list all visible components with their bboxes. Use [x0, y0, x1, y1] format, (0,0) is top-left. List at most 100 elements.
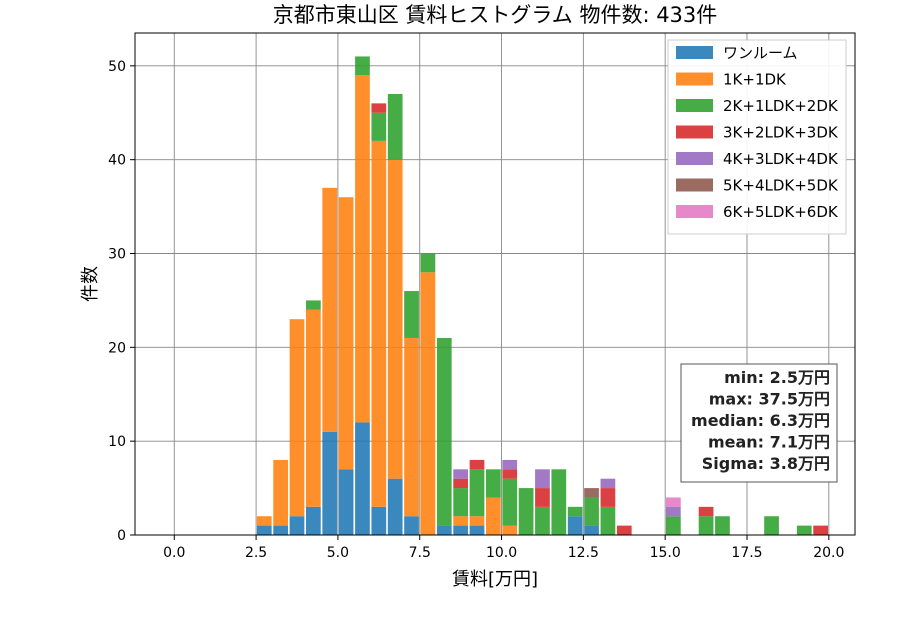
bar-3-17 [535, 488, 550, 507]
bar-6-23 [666, 497, 681, 507]
bar-2-21 [600, 506, 616, 535]
bar-2-16 [518, 488, 534, 535]
bar-1-2 [289, 319, 305, 517]
stats-box-frame [680, 363, 838, 483]
bar-1-15 [502, 525, 518, 535]
legend-label-3: 3K+2LDK+3DK [723, 124, 839, 142]
bar-2-19 [567, 506, 583, 517]
bar-0-9 [404, 516, 419, 535]
legend-swatch-0 [676, 46, 713, 59]
stats-line-1: max: 37.5万円 [709, 390, 830, 409]
bar-2-9 [404, 291, 419, 338]
bar-0-5 [338, 469, 354, 535]
bar-2-14 [486, 469, 501, 498]
bar-3-13 [469, 459, 485, 470]
bar-2-25 [715, 516, 730, 535]
plot-area-frame [134, 32, 856, 536]
bar-4-17 [535, 469, 550, 489]
bar-1-6 [355, 75, 370, 423]
chart-title: 京都市東山区 賃料ヒストグラム 物件数: 433件 [273, 3, 718, 27]
legend-swatch-6 [676, 205, 713, 218]
stats-line-2: median: 6.3万円 [691, 411, 830, 430]
y-tick-label-1: 10 [108, 434, 126, 450]
bar-1-7 [371, 140, 387, 507]
bar-3-21 [600, 488, 616, 507]
bar-2-17 [535, 506, 550, 535]
x-tick-label-1: 2.5 [245, 545, 267, 561]
bar-2-12 [453, 488, 468, 517]
y-tick-label-4: 40 [108, 153, 126, 169]
bar-2-11 [436, 337, 452, 526]
x-tick-label-7: 17.5 [731, 545, 762, 561]
bar-2-6 [355, 56, 370, 76]
bar-2-23 [666, 516, 681, 535]
bar-1-12 [453, 516, 468, 526]
bar-4-21 [600, 478, 616, 489]
x-tick-label-3: 7.5 [409, 545, 431, 561]
stats-line-3: mean: 7.1万円 [708, 433, 830, 452]
bar-1-14 [486, 497, 501, 535]
bar-2-24 [698, 516, 714, 535]
legend-swatch-1 [676, 72, 713, 86]
bar-0-20 [584, 525, 599, 535]
bar-2-26 [764, 516, 779, 535]
bar-0-6 [355, 422, 370, 535]
bar-0-1 [273, 525, 288, 535]
legend-label-1: 1K+1DK [723, 71, 787, 89]
bar-0-3 [306, 506, 321, 535]
bars-group [256, 56, 828, 535]
bar-4-23 [666, 506, 681, 517]
bar-1-3 [306, 309, 321, 507]
bar-1-10 [420, 272, 436, 535]
bar-1-8 [387, 159, 403, 479]
y-tick-label-2: 20 [108, 340, 126, 356]
stats-line-0: min: 2.5万円 [724, 368, 830, 387]
bar-1-5 [338, 197, 354, 470]
bar-1-9 [404, 337, 419, 517]
bar-0-4 [322, 431, 338, 535]
x-axis-label: 賃料[万円] [452, 569, 538, 590]
x-tick-label-6: 15.0 [650, 545, 681, 561]
y-tick-label-0: 0 [117, 528, 126, 544]
bar-0-7 [371, 506, 387, 535]
bar-0-13 [469, 525, 485, 535]
x-tick-label-2: 5.0 [327, 545, 349, 561]
y-tick-label-5: 50 [108, 59, 126, 75]
stats-line-4: Sigma: 3.8万円 [702, 454, 830, 473]
bar-2-8 [387, 93, 403, 160]
stats-box: min: 2.5万円 max: 37.5万円 median: 6.3万円 mean: … [680, 363, 838, 483]
bar-2-20 [584, 497, 599, 526]
y-tick-label-3: 30 [108, 247, 126, 263]
legend-label-5: 5K+4LDK+5DK [723, 177, 839, 195]
bar-0-19 [567, 516, 583, 535]
legend-swatch-4 [676, 152, 713, 165]
bar-3-15 [502, 469, 518, 479]
bar-1-1 [273, 459, 288, 526]
bar-3-12 [453, 478, 468, 489]
legend: ワンルーム 1K+1DK 2K+1LDK+2DK 3K+2LDK+3DK 4K+3LDK… [667, 39, 847, 235]
bar-0-8 [387, 478, 403, 535]
bar-2-15 [502, 478, 518, 526]
x-axis-ticks: 0.0 2.5 5.0 7.5 10.0 12.5 15.0 17.5 20.0 [163, 535, 844, 561]
legend-label-0: ワンルーム [723, 44, 798, 62]
bar-2-13 [469, 469, 485, 517]
legend-label-4: 4K+3LDK+4DK [723, 150, 839, 168]
legend-label-6: 6K+5LDK+6DK [723, 203, 839, 221]
bar-2-27 [796, 525, 812, 535]
bar-3-28 [813, 525, 828, 535]
legend-swatch-5 [676, 178, 713, 192]
y-axis-label: 件数 [80, 266, 101, 302]
bar-2-3 [306, 300, 321, 310]
bar-1-13 [469, 516, 485, 526]
x-tick-label-5: 12.5 [568, 545, 599, 561]
bar-5-20 [584, 488, 599, 498]
bar-2-7 [371, 112, 387, 141]
bar-4-12 [453, 469, 468, 479]
bar-3-24 [698, 506, 714, 517]
legend-swatch-3 [676, 125, 713, 139]
bar-1-4 [322, 187, 338, 432]
x-tick-label-0: 0.0 [163, 545, 185, 561]
bar-4-15 [502, 459, 518, 470]
y-axis-ticks: 0 10 20 30 40 50 [108, 59, 135, 544]
